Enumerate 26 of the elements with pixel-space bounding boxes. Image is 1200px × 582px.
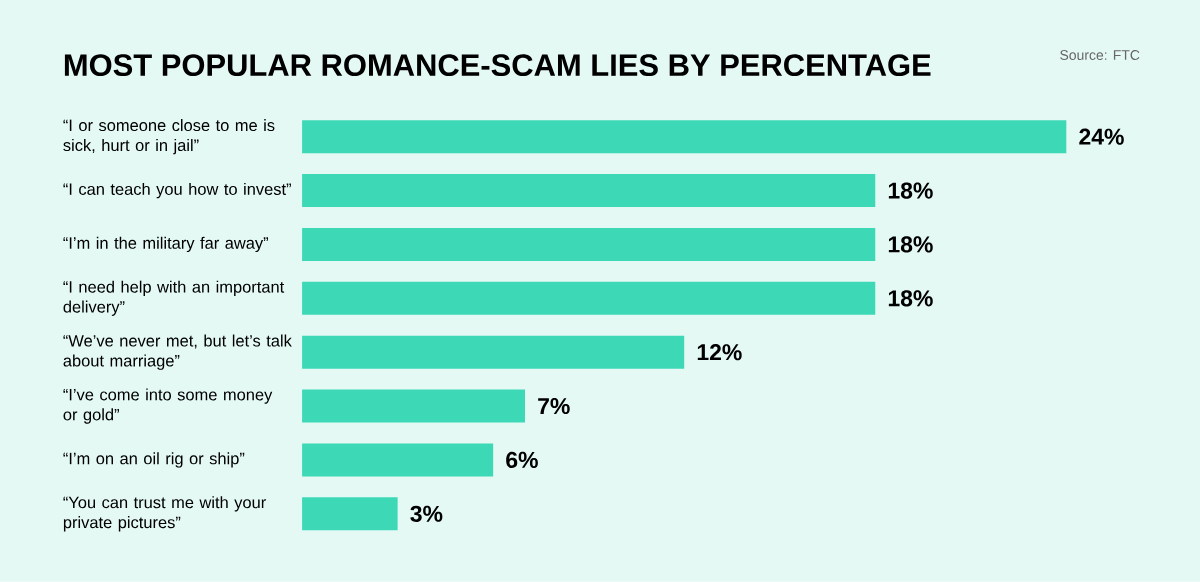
source-note: Source: FTC <box>1060 50 1140 61</box>
data-label: 18% <box>888 290 933 307</box>
y-tick-label: “I’ve come into some money or gold” <box>63 388 273 424</box>
y-tick-label: “We’ve never met, but let’s talk about marriage” <box>63 334 292 370</box>
bar <box>302 497 398 531</box>
data-label: 7% <box>538 398 570 415</box>
data-label: 12% <box>697 344 742 361</box>
chart-title: MOST POPULAR ROMANCE-SCAM LIES BY PERCENTAGE <box>64 54 931 77</box>
bar <box>302 335 685 369</box>
bar <box>302 174 876 208</box>
y-tick-label: “I can teach you how to invest” <box>63 183 291 199</box>
y-tick-label: “I’m on an oil rig or ship” <box>63 452 245 468</box>
data-label: 18% <box>888 182 933 199</box>
bar <box>302 389 525 423</box>
y-tick-label: “I or someone close to me is sick, hurt or in jail” <box>63 119 275 155</box>
data-label: 6% <box>506 451 538 469</box>
y-tick-label: “I need help with an important delivery” <box>63 280 285 317</box>
data-label: 3% <box>410 505 443 523</box>
data-label: 18% <box>888 236 933 253</box>
bar <box>302 228 876 262</box>
bar <box>302 120 1067 154</box>
bar <box>302 282 876 315</box>
y-tick-label: “I’m in the military far away” <box>63 236 269 253</box>
bar <box>302 443 494 477</box>
data-label: 24% <box>1079 128 1124 145</box>
y-tick-label: “You can trust me with your private pictures” <box>63 496 266 532</box>
